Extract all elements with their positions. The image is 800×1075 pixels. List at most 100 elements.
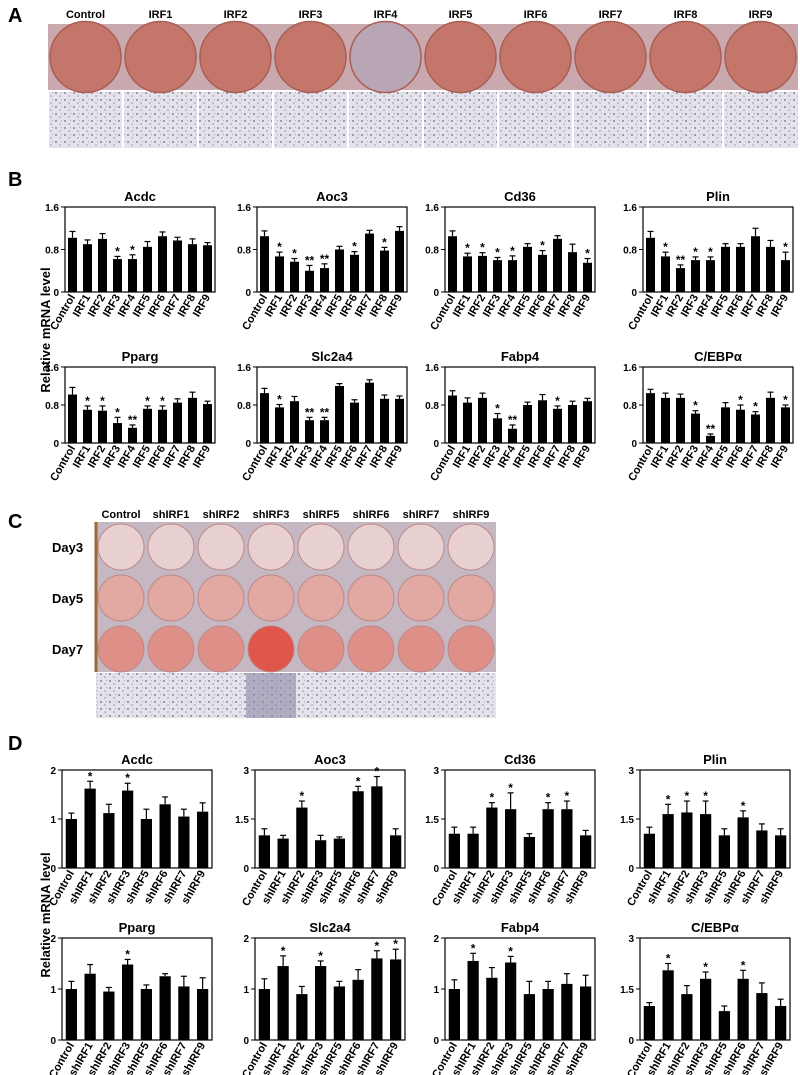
bar [493,260,502,292]
bar [178,816,190,868]
plate [247,625,295,673]
significance: * [546,791,551,805]
bar [143,246,152,292]
significance: ** [706,422,716,436]
significance: * [565,789,570,803]
plate [97,523,145,571]
bar [258,989,270,1040]
significance: * [490,791,495,805]
significance: * [666,792,671,806]
column-label: shIRF5 [303,509,340,521]
significance: * [783,393,788,407]
y-tick-label: 2 [50,934,56,945]
bar [203,404,212,443]
bar [561,983,573,1040]
chart-title: C/EBPα [694,349,742,364]
chart-title: Cd36 [504,189,536,204]
significance: ** [128,413,138,427]
significance: ** [305,405,315,419]
significance: * [85,394,90,408]
plate [97,574,145,622]
bar [352,791,364,868]
significance: * [115,244,120,258]
significance: * [663,240,668,254]
y-tick-label: 0.8 [45,246,59,257]
bar [315,966,327,1040]
bar [676,397,685,443]
bar [395,230,404,292]
y-tick-label: 0 [50,1036,56,1047]
column-label: shIRF7 [403,509,440,521]
bar [691,413,700,443]
plate [397,625,445,673]
bar [448,395,457,443]
plate [397,523,445,571]
plate [349,20,422,94]
bar [275,407,284,443]
significance: * [783,240,788,254]
bar [691,260,700,292]
bar [333,986,345,1040]
bar [365,382,374,443]
y-tick-label: 0.8 [425,401,439,412]
bar [158,409,167,443]
significance: * [352,240,357,254]
bar [737,978,749,1040]
y-tick-label: 1.6 [45,363,59,374]
significance: ** [320,252,330,266]
bar [350,402,359,443]
chart-title: Pparg [119,920,156,935]
bar [290,401,299,443]
plate [124,20,197,94]
column-label: shIRF2 [203,509,240,521]
plate [347,574,395,622]
significance: * [277,393,282,407]
significance: * [693,399,698,413]
y-tick-label: 0 [433,439,439,450]
chart-title: Pparg [122,349,159,364]
bar [159,804,171,868]
bar [542,809,554,868]
bar [505,962,517,1040]
bar [65,989,77,1040]
bar [352,979,364,1040]
bar [486,977,498,1040]
chart-title: Acdc [124,189,156,204]
bar [643,1006,655,1040]
row-label: Day7 [52,642,83,657]
bar [580,835,592,868]
bar [197,989,209,1040]
significance: * [495,245,500,259]
chart-title: Aoc3 [316,189,348,204]
significance: * [508,781,513,795]
bar [98,410,107,443]
bar [305,270,314,292]
y-tick-label: 1 [433,985,439,996]
bar [737,817,749,868]
plate [247,574,295,622]
panel-label: C [8,511,22,533]
plate [347,625,395,673]
bar [448,833,460,868]
bar [756,830,768,868]
bar [463,256,472,292]
bar [188,244,197,292]
bar [508,260,517,292]
significance: * [382,235,387,249]
bar [583,262,592,292]
y-tick-label: 0 [243,1036,249,1047]
column-label: shIRF6 [353,509,390,521]
column-label: IRF3 [299,9,323,21]
bar [646,393,655,443]
bar [493,418,502,443]
chart-title: Plin [706,189,730,204]
bar [775,835,787,868]
bar [681,994,693,1040]
significance: * [125,771,130,785]
panel-label: B [8,169,22,191]
y-tick-label: 0 [628,864,634,875]
row-label: Day5 [52,591,83,606]
significance: * [738,393,743,407]
significance: * [292,247,297,261]
bar [84,788,96,868]
